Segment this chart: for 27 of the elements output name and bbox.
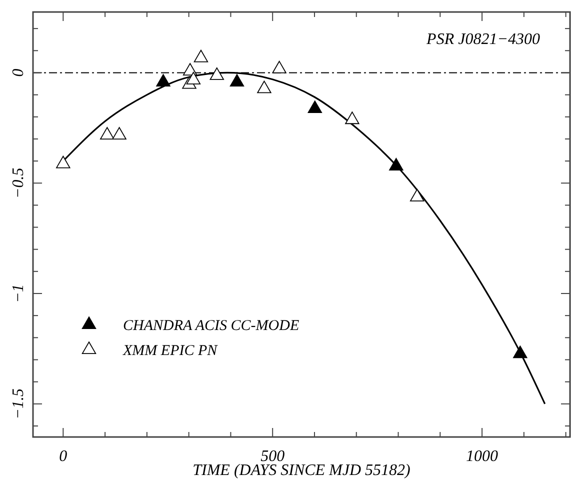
point xyxy=(230,74,244,87)
point xyxy=(182,63,198,76)
point xyxy=(345,112,360,124)
point xyxy=(308,100,322,114)
x-tick-label: 0 xyxy=(59,448,68,465)
y-tick-label: −1 xyxy=(10,284,27,303)
point xyxy=(56,156,70,168)
y-tick-label: 0 xyxy=(10,68,27,77)
point xyxy=(112,127,126,140)
point xyxy=(410,188,424,202)
legend-label: XMM EPIC PN xyxy=(122,343,218,359)
y-tick-label: −1.5 xyxy=(10,388,27,420)
x-tick-label: 500 xyxy=(260,448,285,465)
legend-label: CHANDRA ACIS CC-MODE xyxy=(123,318,300,334)
point xyxy=(210,67,224,80)
point xyxy=(194,50,208,62)
point xyxy=(389,158,404,170)
point xyxy=(186,72,201,84)
y-tick-label: −0.5 xyxy=(10,168,27,198)
x-tick-label: 1000 xyxy=(466,448,498,465)
point xyxy=(156,74,170,87)
point xyxy=(100,127,114,140)
annotation: PSR J0821−4300 xyxy=(426,31,540,48)
point xyxy=(257,80,272,94)
x-axis-title: TIME (DAYS SINCE MJD 55182) xyxy=(192,462,410,479)
point xyxy=(513,346,528,358)
point xyxy=(272,60,286,74)
